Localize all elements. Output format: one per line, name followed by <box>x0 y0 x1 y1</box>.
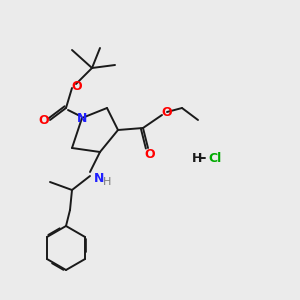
Text: N: N <box>77 112 87 124</box>
Text: O: O <box>145 148 155 161</box>
Text: Cl: Cl <box>208 152 222 164</box>
Text: O: O <box>39 115 49 128</box>
Text: H: H <box>103 177 111 187</box>
Text: O: O <box>72 80 82 92</box>
Text: O: O <box>162 106 172 118</box>
Text: H: H <box>192 152 202 164</box>
Text: N: N <box>94 172 104 184</box>
